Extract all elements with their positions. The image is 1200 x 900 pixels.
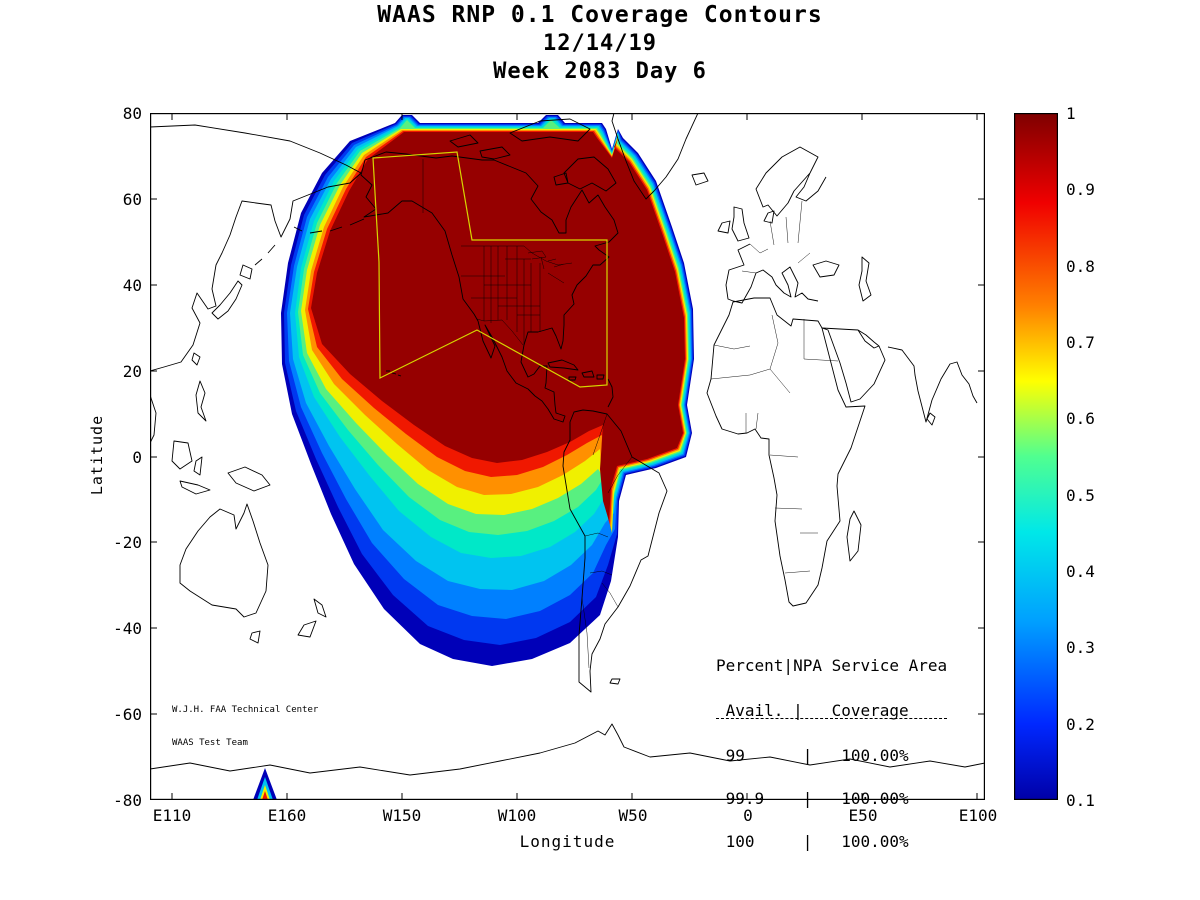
contour-level-path <box>311 132 685 521</box>
coast-asia-ne <box>150 124 362 372</box>
colorbar-tick-label: 0.2 <box>1066 715 1095 734</box>
y-axis-label: Latitude <box>88 414 106 496</box>
coverage-map-svg <box>150 113 985 800</box>
colorbar-tick-label: 0.5 <box>1066 486 1095 505</box>
coverage-table-row: 99.9 | 100.00% <box>716 789 909 808</box>
coverage-table-row: 99 | 100.00% <box>716 746 909 765</box>
chart-week-day: Week 2083 Day 6 <box>493 59 707 84</box>
colorbar-tick-label: 0.7 <box>1066 333 1095 352</box>
coast-caribbean <box>547 359 614 408</box>
y-tick-label: -20 <box>113 533 142 552</box>
coast-indonesia <box>150 394 271 495</box>
coast-new-zealand <box>297 598 327 638</box>
europe-borders <box>741 200 811 274</box>
contour-fills <box>253 115 694 800</box>
x-tick-label: 0 <box>743 806 753 825</box>
x-axis-label: Longitude <box>519 832 616 851</box>
y-tick-label: 60 <box>122 190 142 209</box>
chart-date: 12/14/19 <box>543 31 657 56</box>
coast-arctic-islands <box>449 118 617 192</box>
great-lakes <box>527 250 565 270</box>
credit-annotation: W.J.H. FAA Technical Center WAAS Test Te… <box>172 683 318 760</box>
y-tick-label: 80 <box>122 104 142 123</box>
coverage-table-row: 100 | 100.00% <box>716 832 909 851</box>
coast-africa <box>706 297 866 607</box>
y-tick-label: 20 <box>122 362 142 381</box>
coast-greenland-iceland <box>611 113 709 200</box>
x-tick-label: E110 <box>152 806 192 825</box>
political-borders <box>422 159 839 669</box>
credit-line-1: W.J.H. FAA Technical Center <box>172 705 319 715</box>
y-tick-label: 40 <box>122 276 142 295</box>
colorbar-tick-label: 0.8 <box>1066 257 1095 276</box>
coast-antarctica <box>150 723 985 776</box>
secondary-contour-peak <box>262 791 268 800</box>
colorbar-tick-label: 0.1 <box>1066 791 1095 810</box>
colorbar-tick-label: 1 <box>1066 104 1076 123</box>
credit-line-2: WAAS Test Team <box>172 738 248 748</box>
chart-title: WAAS RNP 0.1 Coverage Contours <box>377 2 823 28</box>
x-tick-label: E160 <box>267 806 307 825</box>
coverage-table-annotation: Percent|NPA Service Area Avail. | Covera… <box>716 628 948 863</box>
x-tick-label: W50 <box>618 806 648 825</box>
coast-europe <box>717 146 840 304</box>
y-tick-label: 0 <box>132 448 142 467</box>
npa-service-area-outline <box>372 151 608 388</box>
coverage-table-header-2: Avail. | Coverage <box>716 703 948 719</box>
x-tick-label: W150 <box>382 806 422 825</box>
x-tick-label: E50 <box>848 806 878 825</box>
south-america-borders <box>581 413 633 669</box>
axis-tick-marks <box>150 113 985 800</box>
y-tick-label: -40 <box>113 619 142 638</box>
colorbar-tick-label: 0.6 <box>1066 409 1095 428</box>
y-tick-label: -80 <box>113 791 142 810</box>
us-state-borders <box>422 159 573 346</box>
x-tick-label: E100 <box>958 806 998 825</box>
coverage-table-header-1: Percent|NPA Service Area <box>716 656 948 675</box>
map-plot-area <box>150 113 985 800</box>
colorbar-tick-label: 0.4 <box>1066 562 1095 581</box>
coast-australia <box>179 503 269 644</box>
plot-frame <box>150 113 985 800</box>
colorbar-svg <box>1014 113 1058 800</box>
colorbar <box>1014 113 1058 800</box>
y-tick-label: -60 <box>113 705 142 724</box>
coast-hawaii-aleutians <box>293 218 402 377</box>
coastlines <box>150 113 985 776</box>
coast-taiwan-philippines <box>191 352 207 422</box>
coast-arabia-caspian <box>821 256 886 403</box>
colorbar-tick-label: 0.9 <box>1066 180 1095 199</box>
colorbar-tick-label: 0.3 <box>1066 638 1095 657</box>
coast-japan <box>211 244 276 320</box>
africa-borders <box>710 314 839 574</box>
x-tick-label: W100 <box>497 806 537 825</box>
coast-india <box>887 346 978 426</box>
coast-north-america <box>360 151 619 423</box>
coast-south-america <box>562 409 668 693</box>
colorbar-gradient <box>1014 113 1058 800</box>
